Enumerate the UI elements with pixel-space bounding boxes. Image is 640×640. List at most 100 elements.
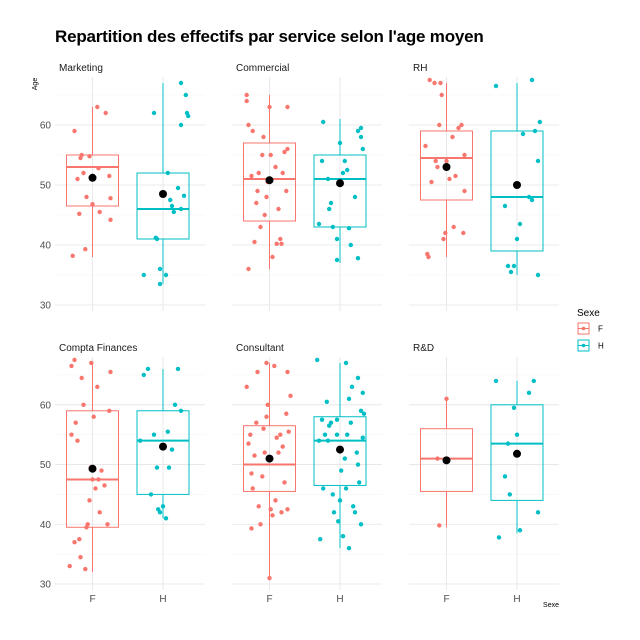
data-point [535, 272, 541, 278]
data-point [325, 438, 331, 443]
data-point [337, 498, 343, 503]
x-tick-label: H [159, 594, 166, 605]
data-point [355, 462, 361, 467]
data-point [81, 402, 86, 407]
data-point [249, 471, 254, 476]
data-point [285, 507, 290, 512]
legend-key-dot [581, 343, 586, 348]
data-point [505, 441, 511, 446]
mean-point [336, 445, 344, 454]
data-point [81, 170, 86, 176]
data-point [346, 396, 352, 402]
data-point [175, 366, 181, 372]
data-point [531, 378, 536, 384]
data-point [171, 209, 176, 215]
data-point [102, 483, 107, 488]
data-point [267, 104, 272, 110]
data-point [274, 435, 279, 440]
data-point [349, 384, 355, 390]
data-point [426, 254, 431, 260]
data-point [99, 468, 104, 473]
data-point [354, 450, 359, 455]
x-tick-label: H [513, 594, 520, 605]
data-point [280, 170, 285, 176]
data-point [93, 486, 98, 491]
data-point [502, 203, 508, 209]
y-tick-label: 50 [40, 460, 52, 471]
mean-point [442, 163, 451, 171]
data-point [160, 504, 166, 509]
data-point [75, 438, 80, 443]
facet-strip-label: Compta Finances [59, 343, 137, 354]
data-point [355, 375, 361, 381]
data-point [145, 366, 151, 372]
data-point [261, 134, 266, 140]
data-point [340, 170, 346, 176]
data-point [90, 202, 95, 207]
data-point [276, 450, 281, 455]
data-point [260, 474, 265, 479]
data-point [181, 193, 187, 198]
data-point [69, 432, 74, 437]
data-point [77, 211, 82, 216]
data-point [90, 477, 95, 482]
mean-point [336, 179, 344, 188]
data-point [154, 465, 160, 470]
mean-point [265, 176, 274, 185]
data-point [339, 468, 344, 473]
data-point [285, 369, 290, 375]
data-point [248, 432, 253, 437]
data-point [318, 537, 323, 542]
data-point [244, 384, 249, 390]
data-point [348, 242, 353, 248]
data-point [346, 226, 352, 231]
data-point [249, 526, 254, 531]
facet-panel-1: Commercial [232, 63, 382, 311]
data-point [360, 146, 365, 152]
data-point [438, 80, 443, 86]
data-point [178, 206, 184, 212]
data-point [168, 197, 173, 203]
data-point [343, 360, 349, 366]
data-point [358, 522, 364, 527]
data-point [352, 510, 358, 515]
data-point [267, 575, 272, 581]
data-point [496, 535, 502, 540]
legend-label: H [598, 342, 604, 351]
data-point [69, 363, 74, 369]
data-point [72, 540, 77, 545]
box [490, 404, 544, 501]
data-point [282, 149, 287, 155]
box [136, 172, 190, 240]
data-point [279, 510, 284, 515]
facet-panel-5: R&D F H [409, 343, 559, 605]
box [490, 130, 544, 252]
data-point [325, 176, 331, 182]
legend-label: F [598, 325, 603, 334]
data-point [535, 158, 541, 164]
data-point [157, 281, 163, 287]
data-point [321, 486, 326, 491]
data-point [72, 128, 77, 134]
data-point [435, 164, 440, 170]
data-point [70, 253, 75, 258]
mean-point [159, 442, 167, 451]
y-tick-label: 60 [40, 121, 52, 132]
mean-point [513, 449, 521, 458]
data-point [517, 221, 523, 227]
data-point [284, 411, 289, 416]
x-tick-label: F [443, 594, 449, 605]
data-point [328, 200, 334, 206]
facet-strip-label: Commercial [236, 63, 289, 74]
data-point [288, 393, 293, 399]
mean-point [88, 173, 97, 182]
data-point [141, 272, 146, 278]
data-point [342, 158, 347, 164]
data-point [330, 492, 335, 497]
y-tick-label: 40 [40, 520, 52, 531]
data-point [91, 414, 96, 419]
data-point [97, 209, 102, 215]
box [136, 410, 190, 495]
data-point [169, 203, 175, 209]
data-point [244, 98, 249, 104]
